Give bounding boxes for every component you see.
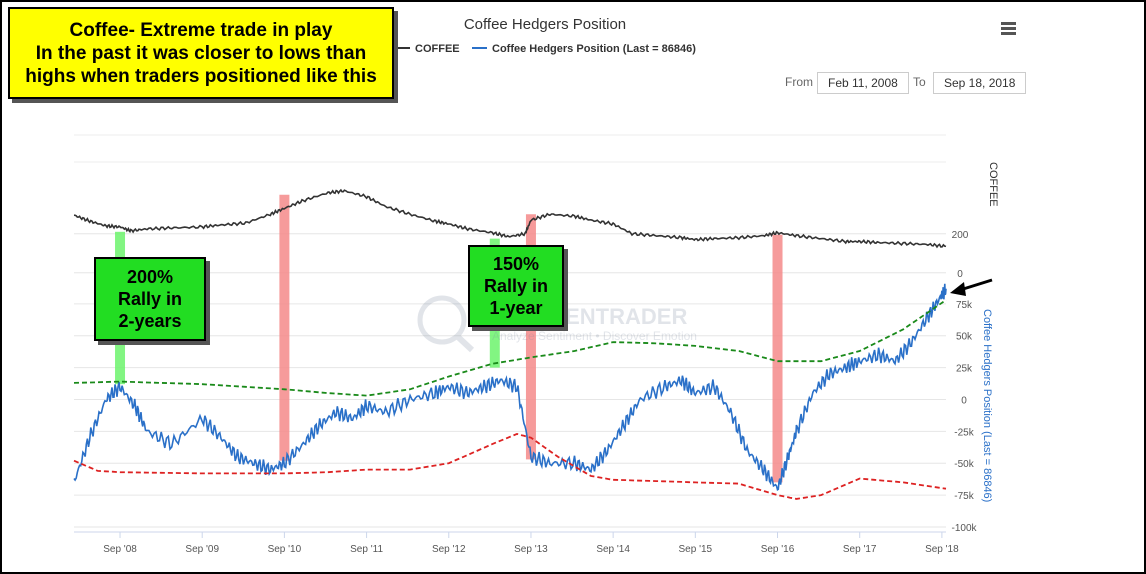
lower-axis-title: Coffee Hedgers Position (Last = 86846): [981, 309, 993, 502]
axes: 0 200 -100k -75k -50k -25k 0 25k 50k 75k Sep '08 Se…: [74, 230, 978, 555]
lower-tick-label: 25k: [956, 364, 973, 375]
from-date-input[interactable]: Feb 11, 2008: [817, 72, 909, 94]
callout-line: 200%: [126, 267, 174, 287]
arrow-head-icon: [950, 282, 966, 296]
legend-label-coffee: COFFEE: [415, 43, 460, 55]
from-label: From: [785, 75, 813, 89]
upper-tick-label: 0: [957, 269, 963, 280]
x-tick-label: Sep '15: [679, 544, 713, 555]
watermark-subtext: Analyze Sentiment • Discover Emotion: [492, 329, 697, 343]
x-tick-label: Sep '08: [103, 544, 137, 555]
lower-tick-label: -100k: [951, 523, 977, 534]
callout-line: Coffee- Extreme trade in play: [69, 19, 333, 41]
legend: COFFEE Coffee Hedgers Position (Last = 8…: [395, 43, 696, 55]
watermark-handle: [454, 333, 475, 353]
upper-tick-label: 200: [952, 230, 969, 241]
series-lines: [73, 188, 947, 500]
series-line-upper-band: [73, 299, 947, 397]
lower-tick-label: -25k: [954, 427, 974, 438]
upper-axis-title: COFFEE: [987, 162, 999, 207]
highlight-bar: [772, 234, 783, 483]
series-line-hedgers: [73, 283, 947, 492]
x-tick-label: Sep '12: [432, 544, 466, 555]
callout-line: highs when traders positioned like this: [25, 65, 377, 87]
arrow-shaft: [959, 278, 993, 292]
x-tick-label: Sep '09: [185, 544, 219, 555]
callout-line: Rally in: [483, 276, 549, 296]
callout-line: 2-years: [118, 311, 182, 331]
lower-tick-label: -75k: [954, 491, 974, 502]
legend-item-hedgers[interactable]: Coffee Hedgers Position (Last = 86846): [472, 43, 696, 55]
grid-lines: [74, 134, 946, 528]
x-tick-label: Sep '11: [350, 544, 383, 555]
lower-tick-label: -50k: [954, 459, 974, 470]
watermark-magnifier-icon: [417, 295, 467, 345]
lower-tick-label: 75k: [956, 300, 973, 311]
series-line-coffee: [73, 188, 947, 249]
callout-extreme-trade: Coffee- Extreme trade in play In the pas…: [8, 7, 394, 99]
lower-tick-label: 0: [961, 395, 967, 406]
x-tick-label: Sep '10: [268, 544, 302, 555]
series-line-lower-band: [73, 432, 947, 500]
hamburger-icon[interactable]: [998, 20, 1020, 40]
callout-200-rally: 200% Rally in 2-years: [94, 257, 206, 341]
highlight-bar: [279, 194, 290, 461]
x-tick-label: Sep '13: [514, 544, 548, 555]
to-date-input[interactable]: Sep 18, 2018: [933, 72, 1027, 94]
highlight-bar: [525, 214, 536, 460]
legend-label-hedgers: Coffee Hedgers Position (Last = 86846): [492, 43, 696, 55]
x-tick-label: Sep '17: [843, 544, 877, 555]
callout-line: 1-year: [489, 298, 543, 318]
x-tick-label: Sep '14: [596, 544, 630, 555]
lower-tick-label: 50k: [956, 332, 973, 343]
callout-line: In the past it was closer to lows than: [35, 42, 367, 64]
chart-title: Coffee Hedgers Position: [464, 16, 626, 33]
callout-line: 150%: [492, 254, 540, 274]
pointer-arrow: [950, 278, 993, 296]
callout-150-rally: 150% Rally in 1-year: [468, 245, 564, 327]
callout-line: Rally in: [117, 289, 183, 309]
x-tick-label: Sep '18: [925, 544, 959, 555]
x-tick-label: Sep '16: [761, 544, 795, 555]
legend-item-coffee[interactable]: COFFEE: [395, 43, 460, 55]
to-label: To: [913, 75, 926, 89]
